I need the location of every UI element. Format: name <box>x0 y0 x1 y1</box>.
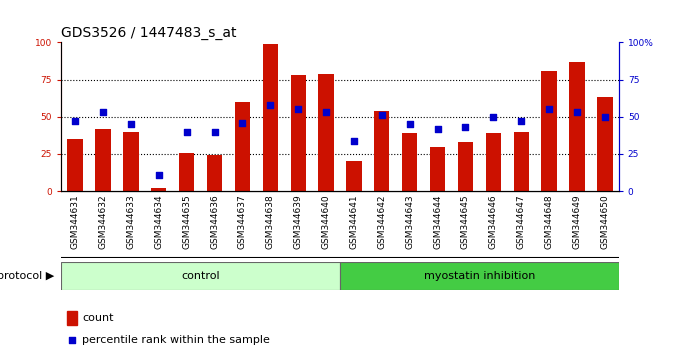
Bar <box>95 129 111 191</box>
Point <box>488 114 499 120</box>
Bar <box>151 188 167 191</box>
Bar <box>486 133 501 191</box>
Text: GSM344650: GSM344650 <box>600 195 609 249</box>
Text: GSM344644: GSM344644 <box>433 195 442 249</box>
Text: control: control <box>182 271 220 281</box>
Point <box>70 119 80 124</box>
Text: GSM344643: GSM344643 <box>405 195 414 249</box>
Bar <box>597 97 613 191</box>
Bar <box>179 153 194 191</box>
Point <box>321 109 332 115</box>
Point <box>154 172 165 178</box>
Bar <box>67 139 83 191</box>
Point <box>404 121 415 127</box>
Point <box>571 109 582 115</box>
Bar <box>346 161 362 191</box>
Point <box>432 126 443 132</box>
Point <box>460 124 471 130</box>
Text: GSM344638: GSM344638 <box>266 195 275 249</box>
Point <box>292 107 303 112</box>
Bar <box>458 142 473 191</box>
Text: GSM344636: GSM344636 <box>210 195 219 249</box>
Point <box>348 138 359 143</box>
Bar <box>374 111 390 191</box>
Point <box>98 109 109 115</box>
Point <box>516 119 527 124</box>
Text: GSM344649: GSM344649 <box>573 195 581 249</box>
Text: GDS3526 / 1447483_s_at: GDS3526 / 1447483_s_at <box>61 26 237 40</box>
Point <box>125 121 136 127</box>
Text: GSM344648: GSM344648 <box>545 195 554 249</box>
Bar <box>340 262 619 290</box>
Bar <box>290 75 306 191</box>
Bar <box>67 312 77 325</box>
Bar <box>61 262 340 290</box>
Text: percentile rank within the sample: percentile rank within the sample <box>82 335 270 346</box>
Text: protocol ▶: protocol ▶ <box>0 271 54 281</box>
Text: GSM344642: GSM344642 <box>377 195 386 249</box>
Text: GSM344639: GSM344639 <box>294 195 303 249</box>
Point <box>237 120 248 126</box>
Point <box>181 129 192 135</box>
Text: GSM344647: GSM344647 <box>517 195 526 249</box>
Text: GSM344632: GSM344632 <box>99 195 107 249</box>
Text: GSM344633: GSM344633 <box>126 195 135 249</box>
Bar <box>402 133 418 191</box>
Bar <box>318 74 334 191</box>
Point <box>600 114 611 120</box>
Text: GSM344640: GSM344640 <box>322 195 330 249</box>
Text: myostatin inhibition: myostatin inhibition <box>424 271 535 281</box>
Bar <box>513 132 529 191</box>
Text: GSM344641: GSM344641 <box>350 195 358 249</box>
Point <box>544 107 555 112</box>
Text: GSM344646: GSM344646 <box>489 195 498 249</box>
Bar <box>430 147 445 191</box>
Text: count: count <box>82 313 114 323</box>
Point <box>377 113 388 118</box>
Text: GSM344637: GSM344637 <box>238 195 247 249</box>
Text: GSM344635: GSM344635 <box>182 195 191 249</box>
Bar <box>541 71 557 191</box>
Point <box>209 129 220 135</box>
Point <box>265 102 276 108</box>
Bar <box>235 102 250 191</box>
Bar <box>262 44 278 191</box>
Bar <box>569 62 585 191</box>
Bar <box>123 132 139 191</box>
Text: GSM344645: GSM344645 <box>461 195 470 249</box>
Text: GSM344631: GSM344631 <box>71 195 80 249</box>
Text: GSM344634: GSM344634 <box>154 195 163 249</box>
Point <box>67 337 78 343</box>
Bar <box>207 155 222 191</box>
